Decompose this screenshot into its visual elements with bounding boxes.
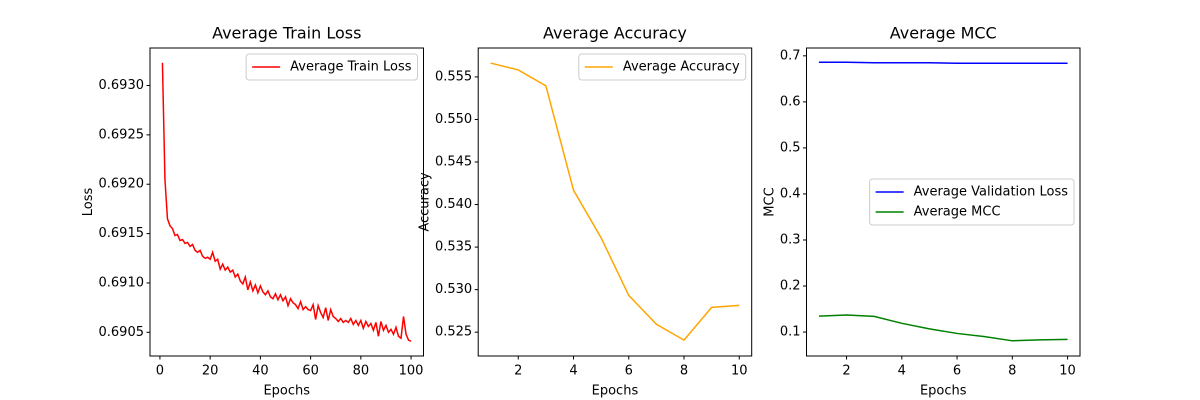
axes-frame bbox=[149, 47, 424, 357]
x-tick-label: 60 bbox=[302, 364, 319, 379]
x-tick-label: 2 bbox=[842, 364, 850, 379]
y-tick-label: 0.6 bbox=[780, 94, 801, 109]
x-tick-label: 4 bbox=[569, 364, 577, 379]
x-tick-label: 8 bbox=[680, 364, 688, 379]
y-tick-label: 0.6930 bbox=[99, 78, 145, 93]
y-tick-label: 0.525 bbox=[435, 325, 472, 340]
x-axis-label: Epochs bbox=[592, 384, 639, 399]
x-tick-label: 100 bbox=[399, 364, 424, 379]
x-tick-label: 10 bbox=[731, 364, 748, 379]
y-axis-label: MCC bbox=[762, 187, 777, 216]
x-tick-label: 8 bbox=[1008, 364, 1016, 379]
subplot-title: Average Accuracy bbox=[543, 24, 687, 43]
y-tick-label: 0.550 bbox=[435, 112, 472, 127]
legend-label: Average Train Loss bbox=[290, 60, 412, 75]
y-tick-label: 0.5 bbox=[780, 140, 801, 155]
legend-label: Average MCC bbox=[914, 205, 1001, 220]
x-tick-label: 4 bbox=[898, 364, 906, 379]
legend-box bbox=[245, 53, 418, 81]
x-tick-label: 6 bbox=[953, 364, 961, 379]
x-tick-label: 80 bbox=[353, 364, 370, 379]
y-tick-label: 0.545 bbox=[435, 155, 472, 170]
y-axis-label: Accuracy bbox=[417, 172, 432, 232]
data-line bbox=[490, 62, 740, 342]
x-tick-label: 40 bbox=[252, 364, 269, 379]
y-tick-label: 0.1 bbox=[780, 325, 801, 340]
y-tick-label: 0.7 bbox=[780, 48, 801, 63]
x-axis-label: Epochs bbox=[920, 384, 967, 399]
y-tick-label: 0.6925 bbox=[99, 127, 145, 142]
x-tick-label: 2 bbox=[514, 364, 522, 379]
y-tick-label: 0.3 bbox=[780, 232, 801, 247]
x-tick-label: 20 bbox=[202, 364, 219, 379]
y-tick-label: 0.6910 bbox=[99, 275, 145, 290]
legend-label: Average Accuracy bbox=[623, 60, 740, 75]
axes-frame bbox=[477, 47, 753, 357]
legend-box bbox=[869, 178, 1075, 226]
y-tick-label: 0.6920 bbox=[99, 177, 145, 192]
legend: Average Accuracy bbox=[578, 53, 747, 81]
y-tick-label: 0.6905 bbox=[99, 325, 145, 340]
legend-label: Average Validation Loss bbox=[914, 185, 1069, 200]
y-tick-label: 0.530 bbox=[435, 282, 472, 297]
y-tick-label: 0.535 bbox=[435, 240, 472, 255]
data-line bbox=[161, 62, 412, 342]
legend-box bbox=[578, 53, 747, 81]
legend: Average Validation Loss Average MCC bbox=[869, 178, 1075, 226]
y-tick-label: 0.540 bbox=[435, 197, 472, 212]
x-tick-label: 0 bbox=[156, 364, 164, 379]
x-tick-label: 10 bbox=[1059, 364, 1076, 379]
y-tick-label: 0.6915 bbox=[99, 226, 145, 241]
y-tick-label: 0.4 bbox=[780, 186, 801, 201]
y-tick-label: 0.2 bbox=[780, 279, 801, 294]
subplot-title: Average Train Loss bbox=[212, 24, 361, 43]
legend: Average Train Loss bbox=[245, 53, 418, 81]
subplot-title: Average MCC bbox=[890, 24, 997, 43]
y-axis-label: Loss bbox=[81, 188, 96, 217]
x-tick-label: 6 bbox=[625, 364, 633, 379]
data-line bbox=[818, 61, 1068, 64]
data-line bbox=[818, 314, 1068, 342]
axes-frame bbox=[806, 47, 1081, 357]
x-axis-label: Epochs bbox=[263, 384, 310, 399]
y-tick-label: 0.555 bbox=[435, 69, 472, 84]
